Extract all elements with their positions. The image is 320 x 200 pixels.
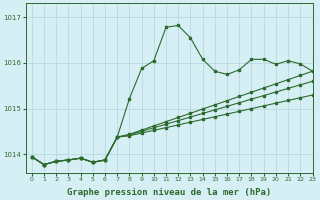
X-axis label: Graphe pression niveau de la mer (hPa): Graphe pression niveau de la mer (hPa) [67, 188, 271, 197]
